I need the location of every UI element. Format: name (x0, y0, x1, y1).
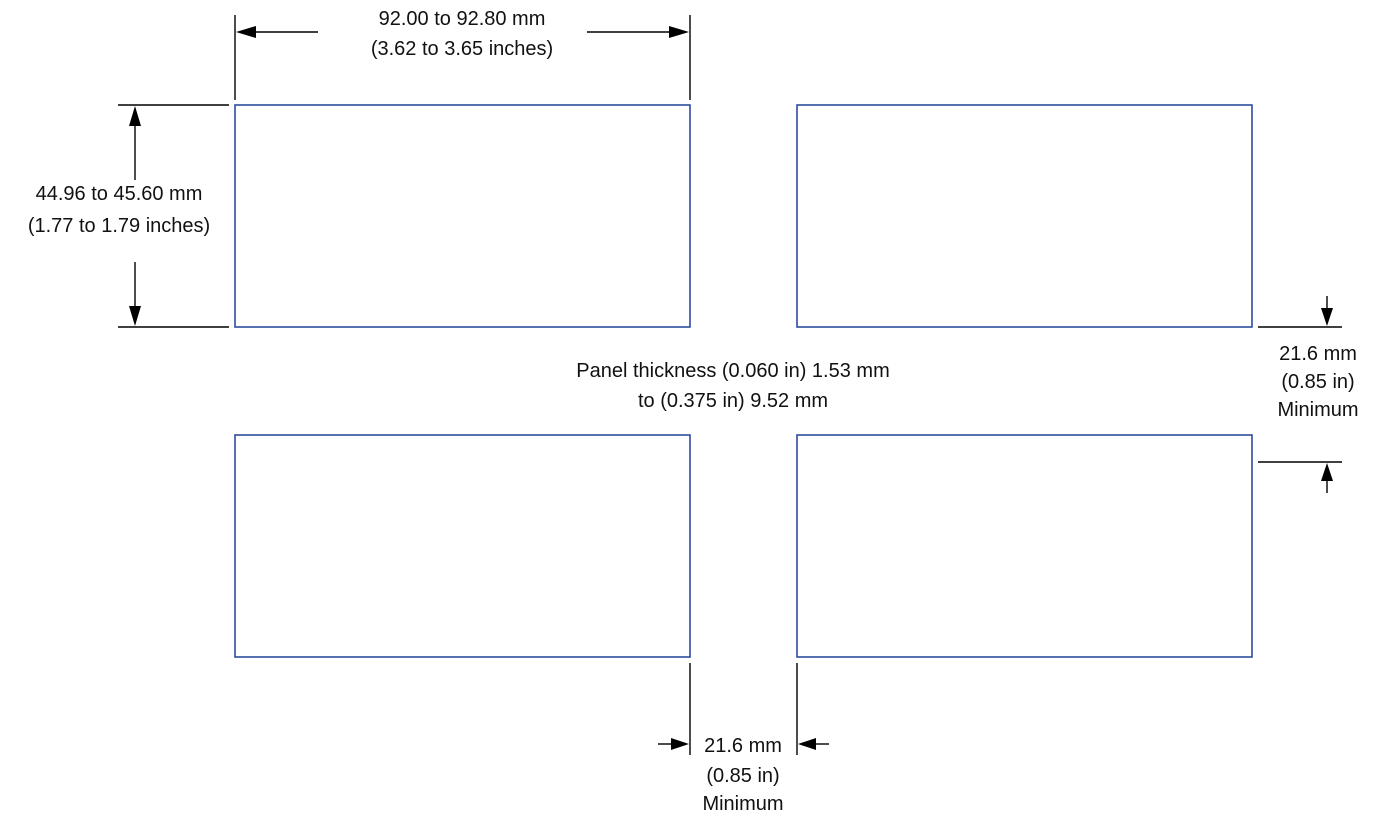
vspace-label-mm: 21.6 mm (1279, 343, 1357, 365)
hspace-label-minimum: Minimum (702, 793, 783, 815)
width-dimension: 92.00 to 92.80 mm (3.62 to 3.65 inches) (234, 8, 691, 100)
vertical-spacing-dimension: 21.6 mm (0.85 in) Minimum (1258, 296, 1359, 493)
height-label-mm: 44.96 to 45.60 mm (36, 183, 203, 205)
hspace-label-inches: (0.85 in) (706, 765, 779, 787)
panel-thickness-line2: to (0.375 in) 9.52 mm (638, 390, 828, 412)
hspace-arrow-right (798, 738, 816, 750)
height-dimension: 44.96 to 45.60 mm (1.77 to 1.79 inches) (28, 104, 229, 328)
horizontal-spacing-dimension: 21.6 mm (0.85 in) Minimum (658, 663, 829, 815)
vspace-arrow-bottom (1321, 463, 1333, 481)
width-label-inches: (3.62 to 3.65 inches) (371, 38, 553, 60)
cutout-bottom-left (234, 434, 691, 658)
vspace-arrow-top (1321, 308, 1333, 326)
panel-thickness-note: Panel thickness (0.060 in) 1.53 mm to (0… (576, 360, 890, 412)
width-label-mm: 92.00 to 92.80 mm (379, 8, 546, 30)
height-arrow-bottom (129, 306, 141, 326)
hspace-arrow-left (671, 738, 689, 750)
height-arrow-top (129, 106, 141, 126)
height-label-inches: (1.77 to 1.79 inches) (28, 215, 210, 237)
cutout-top-right (796, 104, 1253, 328)
cutout-top-left (234, 104, 691, 328)
width-arrow-left (236, 26, 256, 38)
cutout-bottom-right (796, 434, 1253, 658)
hspace-label-mm: 21.6 mm (704, 735, 782, 757)
vspace-label-inches: (0.85 in) (1281, 371, 1354, 393)
width-arrow-right (669, 26, 689, 38)
panel-thickness-line1: Panel thickness (0.060 in) 1.53 mm (576, 360, 890, 382)
vspace-label-minimum: Minimum (1277, 399, 1358, 421)
